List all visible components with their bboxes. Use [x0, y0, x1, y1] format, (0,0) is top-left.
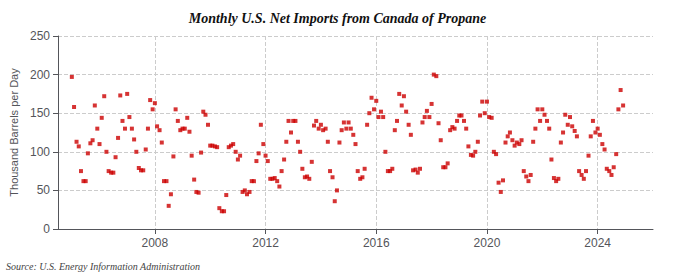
svg-text:0: 0 — [43, 222, 50, 236]
svg-text:Source: U.S. Energy Informatio: Source: U.S. Energy Information Administ… — [6, 261, 200, 272]
svg-text:2016: 2016 — [363, 236, 390, 250]
svg-text:200: 200 — [30, 68, 50, 82]
svg-text:2020: 2020 — [474, 236, 501, 250]
svg-text:100: 100 — [30, 145, 50, 159]
svg-text:50: 50 — [37, 183, 51, 197]
svg-text:2024: 2024 — [584, 236, 611, 250]
svg-text:250: 250 — [30, 29, 50, 43]
svg-text:2008: 2008 — [142, 236, 169, 250]
svg-text:2012: 2012 — [252, 236, 279, 250]
svg-text:Monthly U.S. Net Imports from: Monthly U.S. Net Imports from Canada of … — [188, 11, 487, 26]
svg-text:150: 150 — [30, 106, 50, 120]
svg-text:Thousand Barrels per Day: Thousand Barrels per Day — [8, 68, 20, 197]
